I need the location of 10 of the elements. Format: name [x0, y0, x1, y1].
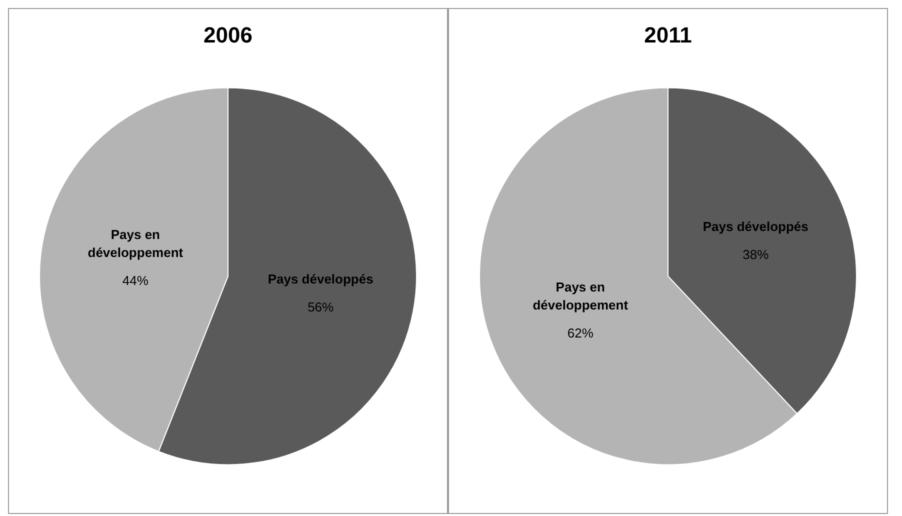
chart-title: 2006 — [204, 22, 252, 48]
data-label: 56% — [308, 299, 334, 314]
data-label: 62% — [567, 325, 594, 340]
slice-label: Pays en développement — [532, 279, 629, 312]
slice-label: Pays en développement — [88, 227, 184, 260]
data-label: 38% — [742, 247, 770, 262]
slice-label: Pays développés — [702, 219, 808, 234]
slice-label: Pays développés — [268, 271, 374, 286]
chart-title: 2011 — [644, 22, 692, 48]
data-label: 44% — [122, 273, 149, 288]
